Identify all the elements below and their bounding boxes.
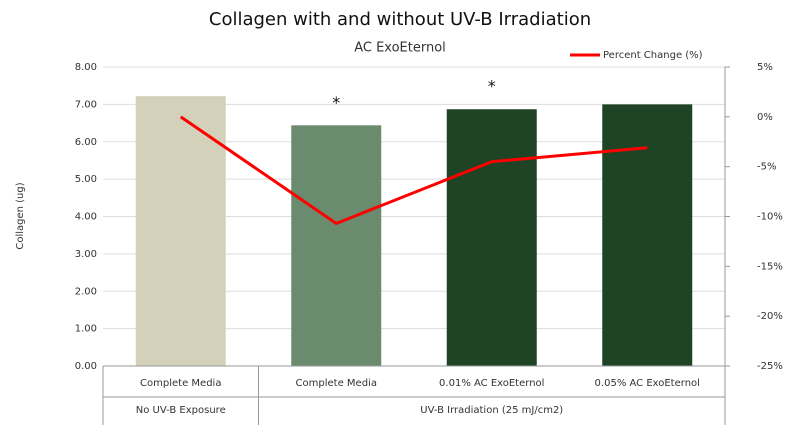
significance-marker: * xyxy=(488,77,496,96)
bar xyxy=(135,96,226,366)
y2-tick-label: -25% xyxy=(757,361,783,372)
chart-subtitle: AC ExoEternol xyxy=(354,41,446,56)
chart-title: Collagen with and without UV-B Irradiati… xyxy=(209,9,591,30)
y-tick-label: 2.00 xyxy=(75,286,97,297)
y2-tick-label: 0% xyxy=(757,112,773,123)
bar xyxy=(602,104,693,366)
y2-tick-label: -15% xyxy=(757,261,783,272)
y-axis-label: Collagen (ug) xyxy=(15,182,26,249)
y-tick-label: 1.00 xyxy=(75,324,97,335)
y2-tick-label: -5% xyxy=(757,162,776,173)
x-tick-label: 0.05% AC ExoEternol xyxy=(595,378,700,389)
line xyxy=(179,115,648,226)
y2-tick-label: 5% xyxy=(757,62,773,73)
y-tick-label: 6.00 xyxy=(75,137,97,148)
bar xyxy=(446,109,537,366)
group-label: UV-B Irradiation (25 mJ/cm2) xyxy=(420,405,563,416)
y-tick-label: 4.00 xyxy=(75,212,97,223)
legend-label: Percent Change (%) xyxy=(603,50,703,61)
y2-tick-label: -10% xyxy=(757,212,783,223)
y-tick-label: 0.00 xyxy=(75,361,97,372)
y-tick-label: 8.00 xyxy=(75,62,97,73)
x-tick-label: 0.01% AC ExoEternol xyxy=(439,378,544,389)
x-tick-label: Complete Media xyxy=(140,378,221,389)
bar xyxy=(291,125,382,367)
significance-marker: * xyxy=(332,93,340,112)
group-label: No UV-B Exposure xyxy=(136,405,226,416)
y-tick-label: 7.00 xyxy=(75,99,97,110)
y-tick-label: 3.00 xyxy=(75,249,97,260)
x-tick-label: Complete Media xyxy=(296,378,377,389)
y2-tick-label: -20% xyxy=(757,311,783,322)
y-tick-label: 5.00 xyxy=(75,174,97,185)
